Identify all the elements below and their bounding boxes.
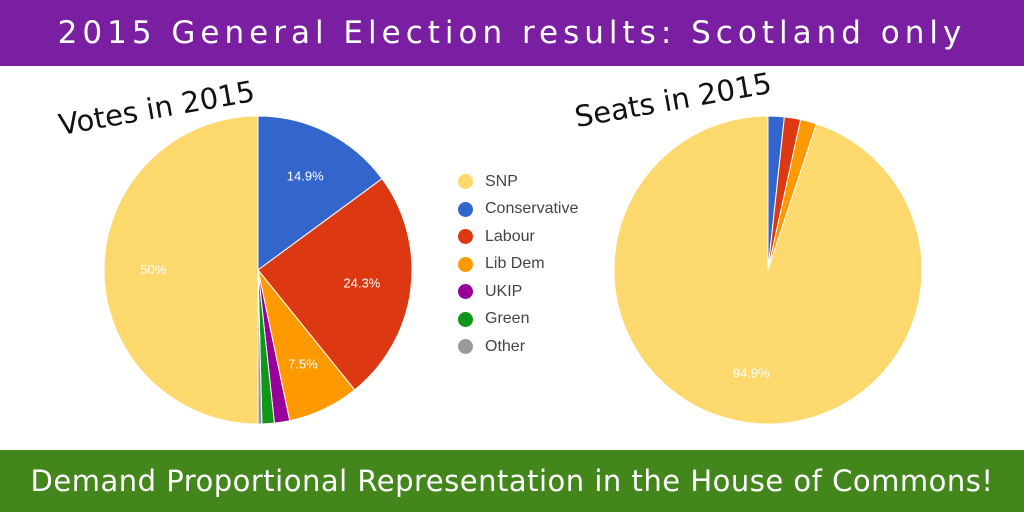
pie-slice-conservative xyxy=(257,115,383,271)
votes-pie-chart: 14.9% 24.3% 7.5% 50% xyxy=(103,115,413,425)
legend-label: Labour xyxy=(485,227,535,245)
pie-slice-snp xyxy=(613,115,923,425)
legend-swatch xyxy=(458,174,473,190)
legend-swatch xyxy=(458,339,473,355)
chart-legend: SNP Conservative Labour Lib Dem UKIP Green Oth… xyxy=(458,168,578,361)
legend-item-other: Other xyxy=(458,333,578,361)
legend-swatch xyxy=(458,284,473,300)
legend-item-green: Green xyxy=(458,306,578,334)
legend-item-snp: SNP xyxy=(458,168,578,196)
pie-slice-labour xyxy=(257,178,413,391)
header-title: 2015 General Election results: Scotland … xyxy=(57,15,967,51)
legend-item-conservative: Conservative xyxy=(458,196,578,224)
pie-slice-snp xyxy=(103,115,259,425)
legend-swatch xyxy=(458,311,473,327)
legend-label: SNP xyxy=(485,172,518,190)
slice-label: 24.3% xyxy=(343,275,380,290)
slice-label: 50% xyxy=(140,262,166,277)
legend-item-labour: Labour xyxy=(458,223,578,251)
legend-swatch xyxy=(458,201,473,217)
legend-label: Lib Dem xyxy=(485,255,545,273)
legend-label: Conservative xyxy=(485,200,579,218)
slice-label: 14.9% xyxy=(287,169,324,184)
legend-swatch xyxy=(458,256,473,272)
legend-item-lib-dem: Lib Dem xyxy=(458,251,578,279)
legend-swatch xyxy=(458,229,473,245)
header-banner: 2015 General Election results: Scotland … xyxy=(0,0,1024,66)
legend-label: Green xyxy=(485,310,530,328)
legend-item-ukip: UKIP xyxy=(458,278,578,306)
legend-label: Other xyxy=(485,337,526,355)
slice-label: 94.9% xyxy=(733,365,770,380)
seats-pie-chart: 94.9% xyxy=(613,115,923,425)
legend-label: UKIP xyxy=(485,282,523,300)
footer-banner: Demand Proportional Representation in th… xyxy=(0,450,1024,512)
footer-text: Demand Proportional Representation in th… xyxy=(30,464,994,498)
slice-label: 7.5% xyxy=(288,357,318,372)
